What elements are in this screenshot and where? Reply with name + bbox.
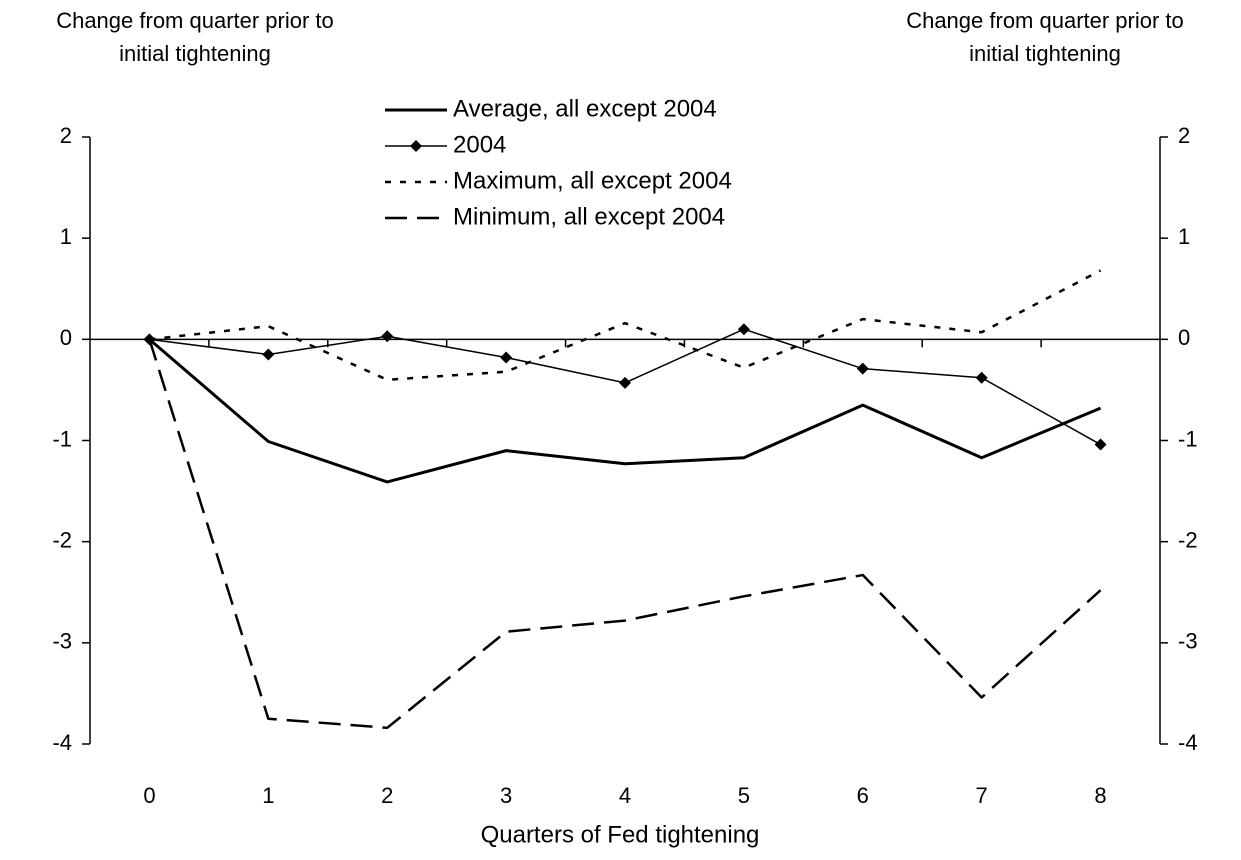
y-tick-label: -1 xyxy=(52,426,72,451)
x-tick-label: 6 xyxy=(857,783,869,808)
x-tick-label: 2 xyxy=(381,783,393,808)
x-tick-label: 8 xyxy=(1094,783,1106,808)
x-tick-label: 3 xyxy=(500,783,512,808)
x-tick-label: 1 xyxy=(262,783,274,808)
point-marker xyxy=(381,330,394,343)
point-marker xyxy=(737,323,750,336)
legend-label: 2004 xyxy=(453,131,506,158)
y2-tick-label: 0 xyxy=(1178,325,1190,350)
y-tick-label: 0 xyxy=(60,325,72,350)
point-marker xyxy=(500,351,513,364)
y2-axis-title-line: initial tightening xyxy=(969,41,1121,66)
y-tick-label: 1 xyxy=(60,224,72,249)
point-marker xyxy=(856,362,869,375)
y2-tick-label: -2 xyxy=(1178,527,1198,552)
series-line xyxy=(149,269,1102,382)
x-tick-label: 5 xyxy=(738,783,750,808)
y-axis-title-line: initial tightening xyxy=(119,41,271,66)
y2-tick-label: 2 xyxy=(1178,123,1190,148)
legend-label: Maximum, all except 2004 xyxy=(453,167,732,194)
y-tick-label: -2 xyxy=(52,527,72,552)
series-line xyxy=(148,338,1102,730)
y-tick-label: -3 xyxy=(52,629,72,654)
point-marker xyxy=(975,371,988,384)
point-marker xyxy=(619,376,631,389)
y2-tick-label: -1 xyxy=(1178,426,1198,451)
series-line xyxy=(148,338,1102,484)
y-axis-title-line: Change from quarter prior to xyxy=(56,8,334,33)
x-tick-label: 0 xyxy=(143,783,155,808)
y-tick-label: 2 xyxy=(60,123,72,148)
legend-marker xyxy=(410,140,422,152)
point-marker xyxy=(1094,438,1107,451)
y2-tick-label: -3 xyxy=(1178,629,1198,654)
legend-label: Minimum, all except 2004 xyxy=(453,203,725,230)
x-tick-label: 7 xyxy=(976,783,988,808)
y-tick-label: -4 xyxy=(52,730,72,755)
x-axis-title: Quarters of Fed tightening xyxy=(481,821,760,848)
legend-label: Average, all except 2004 xyxy=(453,95,717,122)
point-marker xyxy=(262,348,275,361)
y2-axis-title-line: Change from quarter prior to xyxy=(906,8,1184,33)
x-tick-label: 4 xyxy=(619,783,631,808)
y2-tick-label: 1 xyxy=(1178,224,1190,249)
y2-tick-label: -4 xyxy=(1178,730,1198,755)
